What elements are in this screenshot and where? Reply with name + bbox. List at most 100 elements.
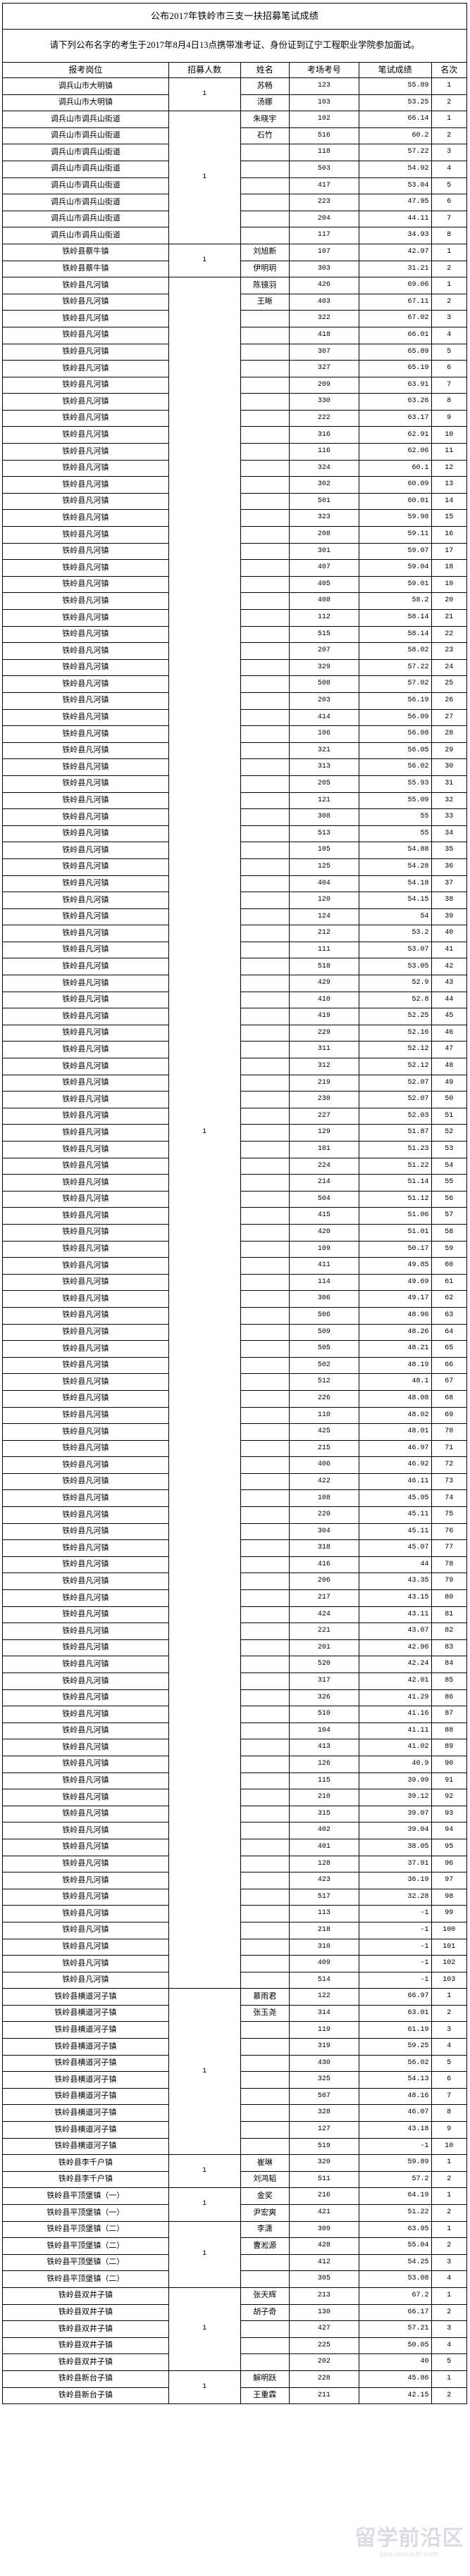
cell-exam-number: 401 bbox=[289, 1838, 359, 1856]
cell-post: 铁岭县凡河镇 bbox=[2, 293, 169, 311]
cell-post: 铁岭县李千户镇 bbox=[2, 2154, 169, 2172]
cell-rank: 6 bbox=[431, 2071, 468, 2089]
cell-post: 铁岭县凡河镇 bbox=[2, 1058, 169, 1075]
cell-written-score: 57.2 bbox=[358, 2170, 432, 2189]
cell-written-score: 60.1 bbox=[358, 459, 432, 477]
cell-post: 铁岭县凡河镇 bbox=[2, 409, 169, 427]
cell-post: 调兵山市调兵山街道 bbox=[2, 194, 169, 211]
cell-rank: 28 bbox=[431, 725, 468, 743]
cell-exam-number: 518 bbox=[289, 958, 359, 976]
cell-rank: 8 bbox=[431, 2104, 468, 2122]
cell-written-score: 53.2 bbox=[358, 925, 432, 942]
cell-written-score: 54 bbox=[358, 908, 432, 926]
table-row: 铁岭县凡河镇 116 62.06 11 bbox=[2, 443, 468, 461]
cell-post: 铁岭县凡河镇 bbox=[2, 742, 169, 760]
cell-name bbox=[240, 194, 290, 211]
cell-exam-number: 508 bbox=[289, 675, 359, 693]
cell-written-score: 51.01 bbox=[358, 1223, 432, 1242]
cell-written-score: 63.26 bbox=[358, 393, 432, 411]
cell-exam-number: 318 bbox=[289, 1539, 359, 1557]
cell-name bbox=[240, 842, 290, 859]
table-row: 铁岭县凡河镇 302 60.09 13 bbox=[2, 476, 468, 494]
cell-rank: 26 bbox=[431, 692, 468, 710]
cell-rank: 25 bbox=[431, 675, 468, 693]
cell-post: 铁岭县新台子镇 bbox=[2, 2370, 169, 2388]
cell-rank: 76 bbox=[431, 1523, 468, 1541]
cell-written-score: 56.05 bbox=[358, 742, 432, 760]
cell-exam-number: 408 bbox=[289, 592, 359, 610]
cell-exam-number: 113 bbox=[289, 1905, 359, 1922]
cell-name bbox=[240, 575, 290, 594]
cell-name bbox=[240, 875, 290, 893]
cell-post: 铁岭县凡河镇 bbox=[2, 376, 169, 394]
table-row: 铁岭县凡河镇 402 39.04 94 bbox=[2, 1822, 468, 1839]
cell-written-score: 41.29 bbox=[358, 1689, 432, 1707]
cell-post: 铁岭县蔡牛镇 bbox=[2, 243, 169, 261]
cell-written-score: 52.07 bbox=[358, 1091, 432, 1108]
cell-written-score: 63.95 bbox=[358, 2220, 432, 2239]
cell-post: 铁岭县横道河子镇 bbox=[2, 2038, 169, 2056]
cell-exam-number: 103 bbox=[289, 94, 359, 112]
table-row: 铁岭县凡河镇 105 54.88 35 bbox=[2, 842, 468, 859]
cell-exam-number: 316 bbox=[289, 426, 359, 444]
cell-written-score: 41.02 bbox=[358, 1739, 432, 1756]
cell-post: 铁岭县横道河子镇 bbox=[2, 2054, 169, 2072]
cell-exam-number: 426 bbox=[289, 277, 359, 294]
cell-post: 铁岭县凡河镇 bbox=[2, 426, 169, 444]
table-row: 铁岭县横道河子镇 1 慕雨君 122 66.97 1 bbox=[2, 1988, 468, 2156]
cell-rank: 69 bbox=[431, 1406, 468, 1425]
cell-written-score: 39.99 bbox=[358, 1772, 432, 1790]
cell-rank: 97 bbox=[431, 1872, 468, 1889]
cell-name bbox=[240, 2038, 290, 2056]
cell-name bbox=[240, 360, 290, 377]
cell-name bbox=[240, 775, 290, 793]
cell-rank: 9 bbox=[431, 409, 468, 427]
cell-name bbox=[240, 2104, 290, 2122]
cell-exam-number: 411 bbox=[289, 1257, 359, 1275]
table-row: 铁岭县凡河镇 326 41.29 86 bbox=[2, 1689, 468, 1707]
cell-post: 调兵山市调兵山街道 bbox=[2, 210, 169, 228]
cell-quota: 1 bbox=[168, 2220, 241, 2288]
cell-exam-number: 412 bbox=[289, 2253, 359, 2272]
cell-rank: 81 bbox=[431, 1606, 468, 1624]
table-row: 铁岭县凡河镇 408 58.2 20 bbox=[2, 592, 468, 610]
cell-exam-number: 215 bbox=[289, 1439, 359, 1458]
cell-written-score: 57.22 bbox=[358, 144, 432, 161]
cell-post: 铁岭县凡河镇 bbox=[2, 1639, 169, 1657]
cell-written-score: 67.02 bbox=[358, 310, 432, 327]
cell-exam-number: 120 bbox=[289, 892, 359, 909]
cell-post: 铁岭县凡河镇 bbox=[2, 459, 169, 477]
cell-post: 铁岭县凡河镇 bbox=[2, 1008, 169, 1025]
cell-rank: 78 bbox=[431, 1556, 468, 1574]
cell-name bbox=[240, 2054, 290, 2072]
cell-name bbox=[240, 1141, 290, 1158]
cell-name bbox=[240, 1389, 290, 1408]
cell-name bbox=[240, 2087, 290, 2106]
cell-post: 铁岭县凡河镇 bbox=[2, 975, 169, 992]
cell-post: 调兵山市调兵山街道 bbox=[2, 111, 169, 128]
table-row: 铁岭县凡河镇 423 36.19 97 bbox=[2, 1872, 468, 1889]
cell-name bbox=[240, 1406, 290, 1425]
cell-rank: 35 bbox=[431, 842, 468, 859]
cell-exam-number: 302 bbox=[289, 476, 359, 494]
cell-name bbox=[240, 975, 290, 992]
cell-name bbox=[240, 310, 290, 327]
cell-post: 铁岭县凡河镇 bbox=[2, 1872, 169, 1889]
table-row: 铁岭县凡河镇 322 67.02 3 bbox=[2, 310, 468, 327]
cell-exam-number: 303 bbox=[289, 260, 359, 278]
table-row: 铁岭县凡河镇 215 46.97 71 bbox=[2, 1439, 468, 1458]
cell-exam-number: 129 bbox=[289, 1124, 359, 1142]
cell-post: 铁岭县凡河镇 bbox=[2, 1589, 169, 1607]
cell-post: 铁岭县凡河镇 bbox=[2, 675, 169, 693]
cell-rank: 34 bbox=[431, 825, 468, 843]
cell-name bbox=[240, 1240, 290, 1258]
cell-written-score: 51.87 bbox=[358, 1124, 432, 1142]
table-row: 铁岭县凡河镇 315 39.07 93 bbox=[2, 1805, 468, 1823]
cell-post: 调兵山市大明镇 bbox=[2, 77, 169, 95]
cell-exam-number: 317 bbox=[289, 1672, 359, 1690]
cell-written-score: 52.8 bbox=[358, 991, 432, 1009]
cell-exam-number: 513 bbox=[289, 825, 359, 843]
table-row: 调兵山市大明镇 汤娜 103 53.25 2 bbox=[2, 94, 468, 112]
cell-rank: 72 bbox=[431, 1456, 468, 1474]
cell-exam-number: 218 bbox=[289, 1921, 359, 1939]
